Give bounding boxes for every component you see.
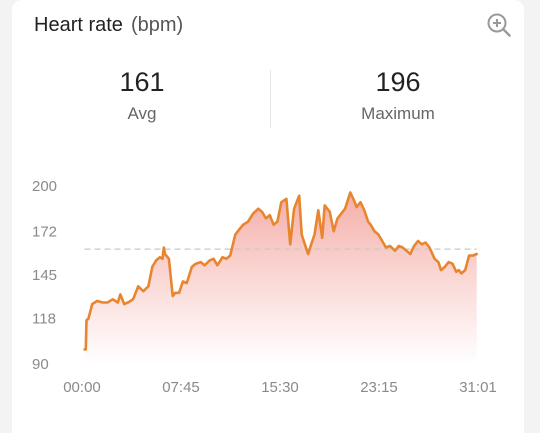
y-tick-label: 172 (32, 223, 57, 240)
title-unit: (bpm) (130, 14, 184, 36)
avg-label: Avg (127, 104, 157, 123)
x-tick-label: 23:15 (360, 379, 398, 396)
y-tick-label: 90 (32, 356, 49, 373)
title-text: Heart rate (34, 14, 123, 36)
stats-row: 161 Avg 196 Maximum (12, 66, 524, 136)
heart-rate-area (84, 192, 477, 364)
x-tick-label: 00:00 (63, 379, 101, 396)
x-tick-label: 07:45 (162, 379, 200, 396)
max-label: Maximum (361, 104, 435, 123)
avg-value: 161 (119, 67, 165, 97)
max-value: 196 (375, 67, 421, 97)
x-tick-label: 15:30 (261, 379, 299, 396)
stat-max: 196 Maximum (270, 66, 526, 124)
y-tick-label: 118 (32, 311, 56, 328)
heart-rate-card: Heart rate (bpm) 161 Avg 196 Maximum 200 1… (12, 0, 524, 433)
zoom-in-icon[interactable] (486, 12, 512, 38)
y-tick-label: 145 (32, 267, 57, 284)
heart-rate-chart: 200 172 145 118 90 00:00 07:45 15:30 23:15 31:01 (32, 178, 497, 396)
heart-rate-line (83, 191, 478, 351)
stat-avg: 161 Avg (14, 66, 270, 124)
card-title: Heart rate (bpm) (34, 14, 183, 37)
x-tick-label: 31:01 (459, 379, 497, 396)
stats-divider (270, 70, 271, 128)
y-tick-label: 200 (32, 178, 57, 195)
